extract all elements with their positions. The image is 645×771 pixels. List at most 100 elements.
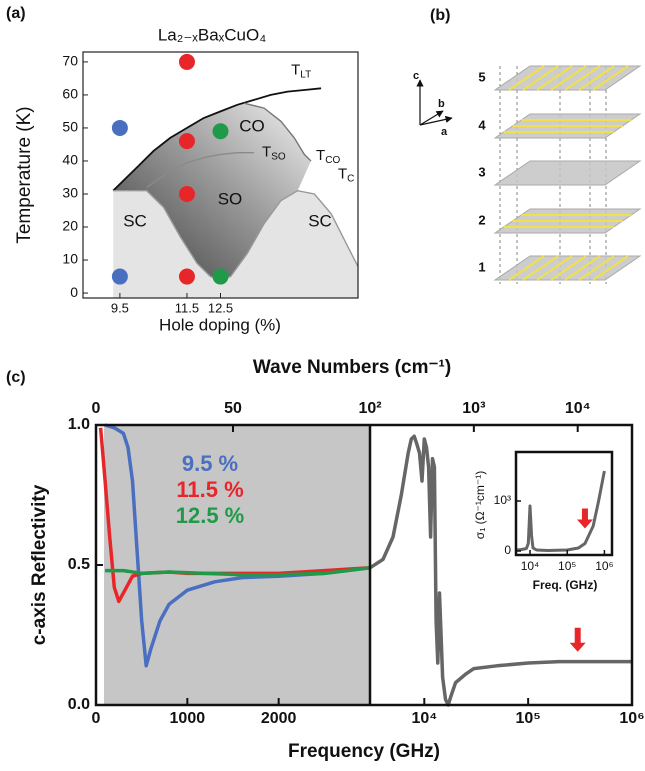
x-axis-label: Freq. (GHz) [533,578,598,592]
data-point [178,268,195,285]
y-tick-label: 0 [70,284,78,300]
charge-stripe [578,255,615,281]
layer-number: 3 [478,164,485,179]
x-tick-label: 9.5 [111,300,129,315]
charge-stripe [522,255,559,281]
boundary-label-main: T [338,166,347,183]
x-tick-label: 11.5 [175,300,199,315]
axis-name: a [441,126,448,138]
y-tick-label: 0 [504,543,511,557]
x-tick-label: 10⁴ [521,559,540,573]
charge-stripe [592,255,629,281]
phase-boundary [112,87,322,192]
data-point [212,123,229,140]
y-axis-label: c-axis Reflectivity [29,484,50,645]
x-axis-label: Hole doping (%) [159,315,281,334]
stripe-group [508,65,629,91]
stripe-group [503,214,632,228]
data-point [178,133,195,150]
x-tick-label: 1000 [170,710,206,727]
boundary-label-main: T [316,147,325,164]
y-axis-label: σ₁ (Ω⁻¹cm⁻¹) [473,471,487,539]
layer-number: 5 [478,69,485,84]
charge-stripe [536,65,573,91]
arrow-marker [569,627,586,652]
charge-stripe [564,65,601,91]
top-tick-label: 0 [92,400,101,417]
charge-stripe [592,65,629,91]
x-axis-label: Frequency (GHz) [288,741,440,762]
top-tick-label: 10³ [462,400,485,417]
charge-stripe [536,255,573,281]
phase-label: SO [218,189,243,208]
data-point [111,268,128,285]
phase-boundary [146,152,254,188]
axis-name: b [438,98,445,110]
charge-stripe [578,65,615,91]
reflectivity-line [104,423,371,668]
layer-number: 2 [478,212,485,227]
y-tick-label: 10³ [494,493,511,507]
reflectivity-line [369,434,632,707]
axis-arrow [419,115,453,126]
top-tick-label: 50 [224,400,242,417]
x-tick-label: 10⁵ [515,710,540,727]
top-axis-label: Wave Numbers (cm⁻¹) [253,357,451,378]
legend-entry: 9.5 % [182,451,238,476]
inset-frame [514,450,614,557]
legend-entry: 11.5 % [176,477,243,502]
sc-shading [113,190,358,298]
data-point [212,268,229,285]
y-tick-label: 40 [62,152,78,168]
phase-label: CO [239,116,265,135]
y-tick-label: 0.0 [68,696,90,713]
x-tick-label: 10⁶ [595,559,613,573]
y-tick-label: 0.5 [68,556,90,573]
y-tick-label: 10 [62,251,78,267]
panel-label: (c) [6,369,26,386]
y-tick-label: 1.0 [68,416,90,433]
phase-shading [113,103,311,280]
y-tick-label: 50 [62,119,78,135]
charge-stripe [508,255,545,281]
boundary-label: TC [338,166,354,185]
x-tick-label: 10⁵ [558,559,576,573]
layer-number: 4 [478,117,486,132]
x-tick-label: 12.5 [208,300,233,315]
charge-stripe [522,65,559,91]
stripe-group [508,255,629,281]
charge-stripe [550,255,587,281]
y-tick-label: 70 [62,53,78,69]
x-tick-label: 10⁴ [411,710,437,727]
boundary-label-sub: SO [271,151,286,162]
boundary-label: TLT [291,61,311,80]
axis-arrow [419,110,444,126]
data-point [111,119,128,136]
top-tick-label: 10² [358,400,381,417]
panel-label: (a) [6,5,26,22]
panel-label: (b) [430,7,450,24]
y-tick-label: 20 [62,218,78,234]
phase-label: SC [308,211,332,230]
x-tick-label: 2000 [261,710,297,727]
y-axis-label: Temperature (K) [14,106,35,243]
phase-boundary [243,102,312,162]
cuo2-plane [493,160,642,186]
phase-boundary [113,189,359,281]
stripe-group [503,119,632,133]
charge-stripe [550,65,587,91]
y-tick-label: 30 [62,185,78,201]
y-tick-label: 60 [62,86,78,102]
layer-number: 1 [478,259,485,274]
boundary-label-main: T [291,61,300,78]
conductivity-line [516,470,606,552]
boundary-label-sub: CO [325,155,340,166]
phase-label: SC [123,211,147,230]
charge-stripe [508,65,545,91]
boundary-label-sub: C [347,173,354,184]
legend-entry: 12.5 % [176,503,245,528]
data-point [178,53,195,70]
boundary-label: TSO [262,144,286,163]
boundary-label-main: T [262,144,271,161]
